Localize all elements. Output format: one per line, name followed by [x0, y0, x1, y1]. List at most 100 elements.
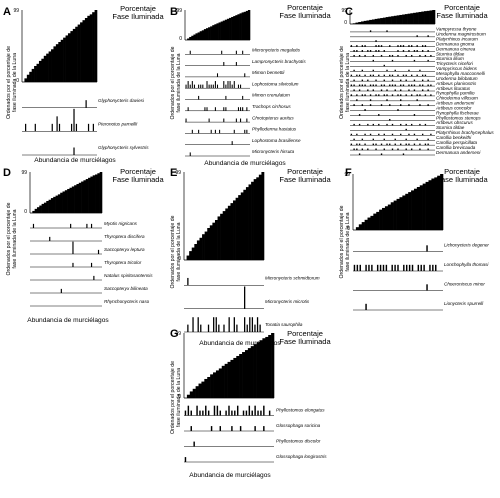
- panel-d-moon-bar: [39, 205, 42, 213]
- panel-c-species-label: Platyrrhinus incarum: [436, 37, 478, 42]
- panel-d-moon-bar: [32, 210, 35, 213]
- panel-e-tick-99: 99: [175, 170, 181, 176]
- panel-c-abundance-bar: [369, 50, 372, 52]
- panel-b-moon-bar: [241, 12, 245, 40]
- panel-g-abundance-bar: [202, 410, 204, 416]
- panel-a-moon-bar: [46, 53, 49, 82]
- panel-g-moon-bar: [204, 378, 208, 398]
- panel-d-moon-bar: [97, 173, 100, 213]
- panel-c-abundance-bar: [383, 133, 385, 136]
- panel-d-abundance-bar: [72, 241, 74, 254]
- panel-e-tick-0: 0: [178, 256, 181, 262]
- panel-b-tick-99: 99: [176, 8, 182, 14]
- panel-a-species-label: Glyphonycteris daviesi: [98, 98, 145, 103]
- panel-c-abundance-bar: [391, 54, 394, 57]
- panel-f-moon-bar: [419, 185, 423, 230]
- panel-d-moon-bar: [88, 177, 91, 213]
- panel-e-abundance-bar: [246, 324, 248, 332]
- panel-c-abundance-bar: [372, 143, 374, 146]
- panel-a-tick-0: 0: [16, 78, 19, 84]
- panel-c-abundance-bar: [421, 45, 424, 47]
- panel-e-moon-bar: [217, 216, 221, 260]
- panel-c-ylabel-1: Ordenados por el porcentaje de: [339, 46, 345, 119]
- panel-g-moon-bar: [265, 336, 269, 398]
- panel-c-abundance-bar: [400, 94, 402, 96]
- panel-a-moon-bar: [26, 74, 30, 82]
- panel-a-moon-bar: [65, 35, 69, 82]
- panel-c-abundance-bar: [358, 89, 361, 91]
- panel-e-header-2: Fase Iluminada: [279, 175, 331, 184]
- panel-c-abundance-bar: [364, 109, 366, 111]
- panel-c-abundance-bar: [402, 50, 405, 52]
- panel-c-abundance-bar: [397, 109, 399, 111]
- panel-g-species-label: Glossophaga longirostris: [276, 454, 327, 459]
- panel-e-abundance-bar: [223, 324, 225, 332]
- panel-c-abundance-bar: [430, 54, 432, 57]
- panel-c-abundance-bar: [408, 133, 410, 136]
- panel-c-abundance-bar: [356, 133, 358, 136]
- panel-g-abundance-bar: [260, 410, 262, 416]
- panel-d-species-label: Thyroptera tricolor: [104, 260, 142, 265]
- panel-c-species-label: Carollia benkeithi: [436, 135, 472, 140]
- panel-c-abundance-bar: [375, 84, 377, 87]
- panel-c-abundance-bar: [364, 133, 366, 136]
- panel-e-moon-bar: [225, 208, 229, 260]
- panel-d-moon-bar: [78, 182, 82, 213]
- panel-e-moon-bar: [212, 222, 216, 260]
- panel-b-abundance-bar: [189, 50, 191, 55]
- panel-a-abundance-bar: [34, 123, 36, 132]
- panel-c-abundance-bar: [383, 50, 385, 52]
- panel-d-moon-bar: [83, 180, 87, 213]
- panel-g-abundance-bar: [234, 410, 236, 416]
- panel-f-abundance-bar: [411, 264, 414, 271]
- panel-c-abundance-bar: [389, 74, 391, 77]
- panel-c-species-label: Dermanura anderseni: [436, 150, 481, 155]
- panel-a-moon-bar: [92, 12, 95, 82]
- panel-c-abundance-bar: [413, 133, 416, 136]
- panel-b-moon-bar: [231, 16, 234, 40]
- panel-c-species-label: Artibeus planirostris: [435, 81, 477, 86]
- panel-f-abundance-bar: [385, 264, 388, 271]
- panel-a-species-label: Glyphonycteris sylvestris: [98, 145, 149, 150]
- panel-b-abundance-bar: [216, 84, 219, 89]
- panel-f-abundance-bar: [376, 264, 379, 271]
- panel-c-abundance-bar: [405, 148, 407, 151]
- panel-g-moon-bar: [189, 391, 194, 398]
- panel-f-ylabel-1: Ordenados por el porcentaje de: [339, 205, 345, 278]
- panel-c-abundance-bar: [405, 143, 407, 146]
- panel-c-abundance-bar: [421, 79, 424, 82]
- panel-f-abundance-bar: [426, 245, 428, 252]
- panel-c-abundance-bar: [421, 84, 424, 87]
- panel-f-moon-bar: [393, 200, 397, 230]
- panel-b-abundance-bar: [206, 81, 208, 89]
- panel-d-moon-bar: [41, 203, 45, 213]
- panel-g-abundance-bar: [254, 426, 256, 431]
- panel-b-moon-bar: [210, 26, 213, 40]
- panel-g-tick-99: 99: [175, 331, 181, 337]
- panel-a-abundance-bar: [73, 108, 75, 132]
- panel-e-moon-bar: [256, 177, 260, 260]
- panel-c-abundance-bar: [386, 143, 388, 146]
- panel-b-moon-bar: [247, 10, 251, 40]
- panel-c-abundance-bar: [367, 89, 369, 91]
- panel-c-abundance-bar: [427, 84, 429, 87]
- panel-c-moon-bar: [399, 14, 403, 24]
- panel-c-species-label: Dermanura cinerea: [436, 46, 476, 51]
- panel-f-moon-bar: [384, 206, 389, 230]
- panel-b-abundance-bar: [231, 84, 233, 89]
- panel-c-abundance-bar: [372, 89, 374, 91]
- panel-c-abundance-bar: [400, 104, 402, 106]
- panel-c-abundance-bar: [386, 99, 388, 101]
- panel-f-abundance-bar: [403, 264, 405, 271]
- panel-d-abundance-bar: [93, 275, 95, 280]
- panel-g-header-2: Fase Iluminada: [279, 337, 331, 346]
- panel-a-moon-bar: [38, 60, 42, 82]
- panel-b-moon-bar: [191, 35, 194, 40]
- panel-f-moon-bar: [358, 224, 363, 230]
- panel-g-moon-bar: [247, 348, 252, 398]
- panel-c-abundance-bar: [413, 50, 416, 52]
- panel-d-header-2: Fase Iluminada: [112, 175, 164, 184]
- panel-b-abundance-bar: [216, 73, 219, 77]
- panel-b-abundance-bar: [212, 84, 214, 89]
- panel-b-header-2: Fase Iluminada: [279, 11, 331, 20]
